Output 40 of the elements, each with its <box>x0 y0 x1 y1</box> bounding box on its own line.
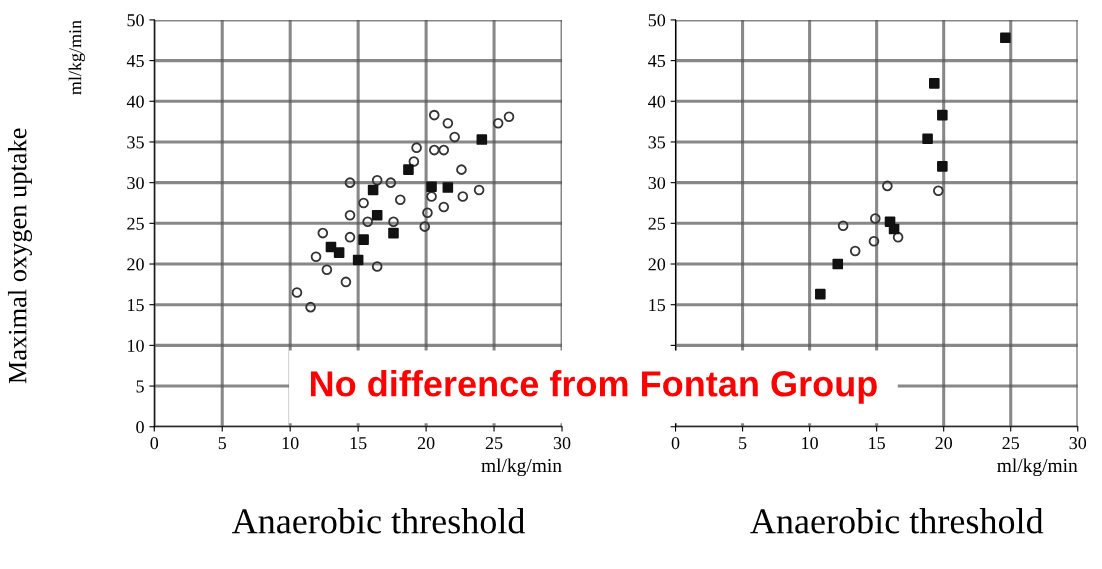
x-tick-label: 5 <box>218 437 227 450</box>
x-tick-label: 0 <box>150 436 159 450</box>
y-tick-label: 35 <box>648 136 666 149</box>
y-tick-label: 20 <box>127 258 144 271</box>
x-tick-label: 25 <box>485 437 503 450</box>
y-tick-label: 15 <box>128 299 144 312</box>
y-tick-label: 45 <box>126 54 144 68</box>
x-tick-label: 15 <box>350 437 367 450</box>
y-tick-label: 50 <box>127 14 144 27</box>
x-tick-label: 10 <box>282 436 299 450</box>
annotation: No difference from Fontan Group <box>310 370 877 404</box>
x-tick-label: 15 <box>869 437 885 450</box>
y-tick-label: 40 <box>648 95 666 108</box>
y-axis-title: Maximal oxygen uptake <box>7 128 32 384</box>
x-axis-title: ml/kg/min <box>997 458 1078 477</box>
x-tick-label: 5 <box>739 437 747 450</box>
x-tick-label: 20 <box>417 436 435 450</box>
x-tick-label: 25 <box>1002 437 1020 450</box>
y-tick-label: 0 <box>136 421 144 434</box>
x-tick-label: 0 <box>671 436 680 450</box>
x-tick-label: 20 <box>935 436 953 450</box>
text: Anaerobic threshold <box>750 508 1044 534</box>
y-tick-label: 45 <box>648 54 666 68</box>
y-tick-label: 15 <box>649 299 666 312</box>
y-tick-label: 5 <box>136 380 144 393</box>
y-tick-label: 25 <box>648 217 666 230</box>
y-tick-label: 35 <box>127 136 144 149</box>
y-tick-label: 25 <box>127 217 144 230</box>
y-tick-label: 30 <box>648 176 666 190</box>
x-tick-label: 10 <box>802 436 818 450</box>
y-tick-label: 20 <box>648 258 666 271</box>
x-axis-title: ml/kg/min <box>481 458 562 477</box>
text: ml/kg/min <box>68 20 86 95</box>
text: Anaerobic threshold <box>231 508 525 534</box>
x-tick-label: 30 <box>1069 436 1087 450</box>
y-tick-label: 40 <box>126 95 144 108</box>
y-tick-label: 10 <box>128 339 144 352</box>
y-tick-label: 50 <box>648 14 666 27</box>
x-tick-label: 30 <box>553 436 571 450</box>
y-tick-label: 30 <box>127 176 144 190</box>
